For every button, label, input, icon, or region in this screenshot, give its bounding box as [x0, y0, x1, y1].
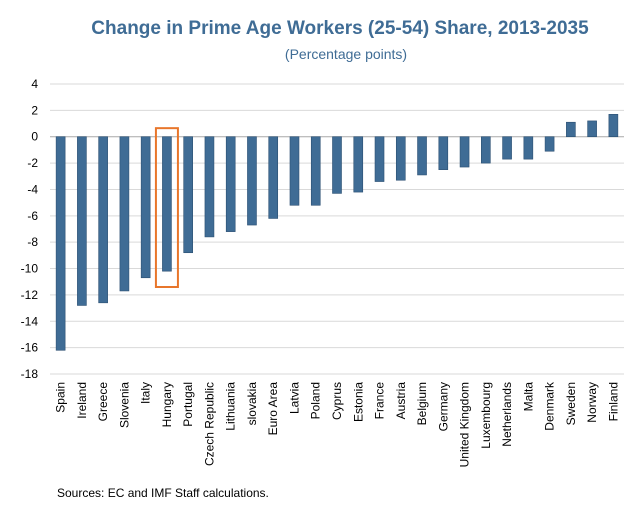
- x-tick-label: Portugal: [181, 382, 195, 427]
- bar-sweden: [566, 121, 576, 138]
- bar-finland: [608, 114, 619, 138]
- x-tick-label: Hungary: [160, 382, 174, 427]
- x-tick-label: Belgium: [415, 382, 429, 425]
- x-tick-label: Lithuania: [224, 382, 238, 431]
- bar-hungary: [162, 136, 172, 272]
- bar-euro-area: [268, 136, 279, 219]
- bar-cyprus: [332, 136, 342, 194]
- highlight-box-group: [154, 127, 179, 288]
- x-tick-label: Denmark: [543, 381, 557, 431]
- y-tick-label: 2: [31, 103, 38, 117]
- bars: [55, 114, 619, 351]
- y-tick-label: 0: [31, 130, 38, 144]
- bar-ireland: [77, 136, 87, 306]
- bar-malta: [523, 136, 534, 160]
- bar-denmark: [544, 136, 555, 152]
- x-tick-label: Latvia: [287, 382, 301, 414]
- y-tick-label: -12: [21, 288, 39, 302]
- bar-slovakia: [247, 136, 257, 226]
- source-note: Sources: EC and IMF Staff calculations.: [57, 486, 269, 500]
- bar-czech-republic: [204, 136, 215, 238]
- x-tick-label: Norway: [585, 382, 599, 423]
- x-tick-label: Finland: [606, 382, 620, 421]
- bar-belgium: [417, 136, 427, 176]
- x-tick-label: Ireland: [75, 382, 89, 419]
- bar-latvia: [289, 136, 300, 206]
- bar-netherlands: [502, 136, 512, 160]
- bar-france: [374, 136, 385, 182]
- bar-estonia: [353, 136, 364, 193]
- bar-slovenia: [119, 136, 130, 292]
- chart-subtitle: (Percentage points): [284, 46, 408, 62]
- x-tick-label: Netherlands: [500, 382, 514, 447]
- x-tick-label: Estonia: [351, 382, 365, 422]
- gridlines: [50, 83, 624, 375]
- bar-portugal: [183, 136, 193, 254]
- x-tick-label: Luxembourg: [479, 382, 493, 449]
- y-tick-label: -18: [21, 367, 39, 381]
- highlight-box: [154, 127, 179, 288]
- x-tick-label: Italy: [139, 382, 153, 404]
- x-tick-label: Cyprus: [330, 382, 344, 420]
- bar-luxembourg: [481, 136, 491, 164]
- bar-austria: [395, 136, 406, 181]
- x-tick-label: Poland: [309, 382, 323, 419]
- x-tick-label: France: [373, 382, 387, 420]
- x-tick-label: Slovenia: [117, 382, 131, 428]
- y-tick-label: -6: [27, 209, 38, 223]
- x-tick-label: United Kingdom: [458, 382, 472, 467]
- bar-spain: [55, 136, 66, 351]
- y-axis: 4 2 0 -2 -4 -6 -8 -10 -12 -14 -16 -18: [21, 77, 39, 381]
- x-tick-label: slovakia: [245, 382, 259, 426]
- x-tick-label: Germany: [436, 382, 450, 431]
- chart-title: Change in Prime Age Workers (25-54) Shar…: [91, 18, 589, 39]
- bar-lithuania: [225, 136, 236, 232]
- x-tick-label: Euro Area: [266, 382, 280, 436]
- y-tick-label: -14: [21, 314, 39, 328]
- bar-norway: [587, 120, 597, 138]
- y-tick-label: 4: [31, 77, 38, 91]
- x-tick-label: Malta: [521, 382, 535, 412]
- y-tick-label: -8: [27, 235, 38, 249]
- bar-italy: [140, 136, 151, 279]
- y-tick-label: -2: [27, 156, 38, 170]
- bar-germany: [438, 136, 449, 170]
- x-axis-labels: Spain Ireland Greece Slovenia Italy Hungary Po…: [54, 381, 621, 467]
- bar-greece: [98, 136, 108, 304]
- x-tick-label: Greece: [96, 382, 110, 422]
- x-tick-label: Czech Republic: [202, 382, 216, 466]
- y-tick-label: -10: [21, 262, 39, 276]
- y-tick-label: -4: [27, 182, 38, 196]
- bar-united-kingdom: [459, 136, 470, 168]
- x-tick-label: Austria: [394, 382, 408, 420]
- x-tick-label: Spain: [54, 382, 68, 413]
- x-tick-label: Sweden: [564, 382, 578, 425]
- y-tick-label: -16: [21, 341, 39, 355]
- bar-poland: [310, 136, 321, 206]
